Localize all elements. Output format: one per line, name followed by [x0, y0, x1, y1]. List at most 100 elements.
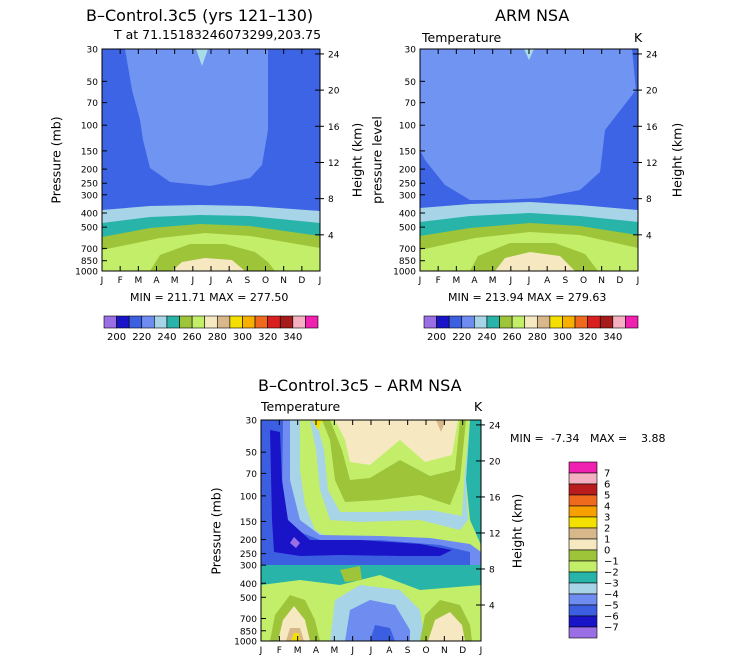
xtick-label: M	[330, 646, 338, 656]
colorbar-cell	[204, 315, 218, 329]
colorbar-label: 280	[528, 332, 547, 343]
y2tick-label: 16	[489, 493, 501, 503]
colorbar-label: 220	[132, 332, 151, 343]
y2tick-label: 24	[646, 50, 658, 60]
xtick-label: J	[100, 276, 104, 286]
colorbar-label: −4	[604, 590, 619, 601]
y2tick-label: 12	[328, 159, 339, 169]
colorbar-cell	[568, 472, 598, 485]
colorbar-cell	[568, 593, 598, 606]
xtick-label: J	[527, 276, 531, 286]
colorbar-cell	[486, 315, 500, 329]
colorbar-cell	[305, 315, 319, 329]
ytick-label: 400	[81, 209, 98, 219]
colorbar-cell	[599, 315, 614, 329]
colorbar-cell	[179, 315, 193, 329]
colorbar-label: 5	[604, 491, 610, 502]
colorbar-cell	[103, 315, 117, 329]
ytick-label: 150	[81, 147, 98, 157]
xtick-label: F	[277, 646, 282, 656]
ytick-label: 1000	[75, 268, 98, 278]
colorbar-label: 200	[427, 332, 446, 343]
xtick-label: O	[580, 276, 587, 286]
ytick-label: 700	[240, 615, 257, 625]
y2tick-label: 12	[489, 529, 500, 539]
panel-c-units: K	[474, 399, 483, 414]
colorbar-label: −7	[604, 623, 619, 634]
panel-a-title: B–Control.3c5 (yrs 121–130)	[86, 6, 314, 25]
colorbar-cell	[568, 626, 598, 639]
ytick-label: 70	[405, 99, 417, 109]
xtick-label: J	[418, 276, 422, 286]
panel-a-minmax: MIN = 211.71 MAX = 277.50	[130, 291, 289, 304]
ytick-label: 100	[399, 122, 416, 132]
xtick-label: M	[134, 276, 142, 286]
colorbar-label: 300	[553, 332, 572, 343]
panel-b-units: K	[634, 30, 643, 45]
colorbar-label: 3	[604, 513, 610, 524]
colorbar-label: 300	[233, 332, 252, 343]
colorbar-cell	[568, 549, 598, 562]
colorbar-label: 340	[283, 332, 302, 343]
colorbar-cell	[568, 505, 598, 518]
ytick-label: 500	[81, 224, 98, 234]
panel-c-max-value: 3.88	[641, 432, 666, 445]
colorbar-cell	[292, 315, 306, 329]
y2tick-label: 20	[489, 457, 501, 467]
ytick-label: 1000	[393, 268, 416, 278]
colorbar-label: 0	[604, 546, 610, 557]
y2tick-label: 16	[328, 123, 340, 133]
colorbar-label: 280	[208, 332, 227, 343]
xtick-label: J	[259, 646, 263, 656]
colorbar-label: 220	[452, 332, 471, 343]
xtick-label: D	[616, 276, 623, 286]
xtick-label: A	[313, 646, 320, 656]
xtick-label: J	[479, 646, 483, 656]
xtick-label: J	[369, 646, 373, 656]
ytick-label: 850	[81, 257, 98, 267]
ytick-label: 700	[399, 245, 416, 255]
colorbar-label: 7	[604, 469, 610, 480]
ytick-label: 100	[240, 492, 257, 502]
colorbar-cell	[568, 560, 598, 573]
colorbar-cell	[448, 315, 463, 329]
colorbar-cell	[116, 315, 130, 329]
colorbar-label: 320	[258, 332, 277, 343]
panel-b-minmax: MIN = 213.94 MAX = 279.63	[448, 291, 607, 304]
xtick-label: F	[118, 276, 123, 286]
y2tick-label: 8	[489, 565, 495, 575]
panel-c-y2label: Height (km)	[509, 493, 525, 569]
colorbar-cell	[568, 604, 598, 617]
colorbar-cell	[166, 315, 180, 329]
colorbar-label: 1	[604, 535, 610, 546]
panel-c-ylabel: Pressure (mb)	[208, 487, 224, 575]
colorbar-cell	[568, 582, 598, 595]
y2tick-label: 12	[646, 159, 657, 169]
colorbar-cell	[154, 315, 168, 329]
colorbar-label: 320	[578, 332, 597, 343]
xtick-label: M	[489, 276, 497, 286]
ytick-label: 300	[81, 191, 98, 201]
xtick-label: J	[509, 276, 513, 286]
colorbar-cell	[587, 315, 601, 329]
y2tick-label: 24	[489, 421, 501, 431]
xtick-label: A	[386, 646, 393, 656]
ytick-label: 100	[81, 122, 98, 132]
xtick-label: O	[422, 646, 429, 656]
colorbar-label: 260	[503, 332, 522, 343]
xtick-label: M	[171, 276, 179, 286]
colorbar-cell	[549, 315, 563, 329]
panel-c-plot	[260, 419, 482, 642]
colorbar-cell	[499, 315, 513, 329]
ytick-label: 50	[246, 449, 258, 459]
ytick-label: 150	[240, 518, 257, 528]
xtick-label: D	[459, 646, 466, 656]
colorbar-label: −6	[604, 612, 619, 623]
y2tick-label: 20	[646, 87, 658, 97]
colorbar-cell	[216, 315, 231, 329]
colorbar-cell	[436, 315, 450, 329]
xtick-label: S	[562, 276, 568, 286]
colorbar-cell	[625, 315, 639, 329]
colorbar-cell	[562, 315, 576, 329]
panel-c-subtitle: Temperature	[261, 399, 341, 414]
